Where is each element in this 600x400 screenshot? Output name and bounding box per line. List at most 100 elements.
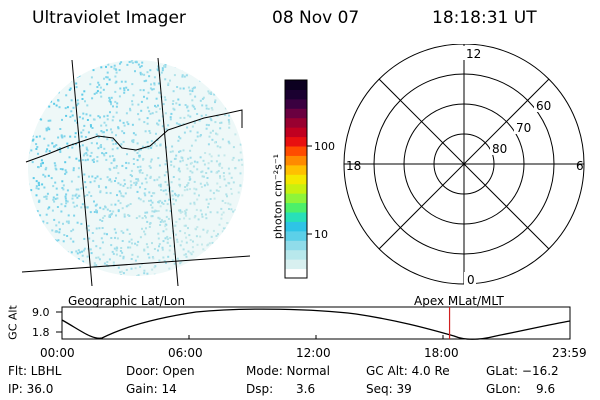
emission-pixel <box>121 240 124 242</box>
emission-pixel <box>112 210 115 213</box>
emission-pixel <box>121 207 124 210</box>
emission-pixel <box>188 217 191 220</box>
emission-pixel <box>35 135 38 138</box>
emission-pixel <box>151 144 154 147</box>
emission-pixel <box>159 144 162 147</box>
emission-pixel <box>180 65 183 68</box>
emission-pixel <box>105 152 108 154</box>
emission-pixel <box>135 217 138 219</box>
emission-pixel <box>216 238 219 241</box>
emission-pixel <box>108 215 111 218</box>
emission-pixel <box>56 206 59 208</box>
emission-pixel <box>150 195 153 197</box>
emission-pixel <box>51 66 54 69</box>
emission-pixel <box>224 277 226 279</box>
emission-pixel <box>224 234 227 237</box>
emission-pixel <box>106 118 109 121</box>
emission-pixel <box>156 178 159 181</box>
emission-pixel <box>253 75 255 77</box>
emission-pixel <box>198 68 201 71</box>
emission-pixel <box>35 194 38 197</box>
emission-pixel <box>251 188 253 190</box>
emission-pixel <box>165 171 168 174</box>
emission-pixel <box>30 117 33 120</box>
emission-pixel <box>243 179 244 182</box>
emission-pixel <box>219 86 222 89</box>
emission-pixel <box>193 180 196 183</box>
emission-pixel <box>23 182 25 184</box>
emission-pixel <box>76 252 79 255</box>
emission-pixel <box>199 135 202 138</box>
emission-pixel <box>189 162 192 165</box>
emission-pixel <box>239 118 241 121</box>
emission-pixel <box>202 64 205 67</box>
emission-pixel <box>88 229 90 232</box>
emission-pixel <box>239 213 242 216</box>
emission-pixel <box>130 267 133 270</box>
emission-pixel <box>123 279 125 281</box>
emission-pixel <box>84 159 87 162</box>
colorbar-gradient <box>285 80 307 279</box>
emission-pixel <box>116 237 119 240</box>
emission-pixel <box>149 166 152 169</box>
emission-pixel <box>146 220 149 223</box>
emission-pixel <box>89 211 92 214</box>
emission-pixel <box>99 116 101 119</box>
emission-pixel <box>239 74 242 77</box>
emission-pixel <box>56 90 59 93</box>
emission-pixel <box>60 210 63 213</box>
emission-pixel <box>57 99 60 102</box>
emission-pixel <box>243 67 244 70</box>
emission-pixel <box>24 57 26 59</box>
emission-pixel <box>153 248 156 250</box>
emission-pixel <box>137 179 140 182</box>
emission-pixel <box>242 60 244 62</box>
emission-pixel <box>216 211 219 214</box>
emission-pixel <box>238 286 240 288</box>
emission-pixel <box>209 77 212 80</box>
emission-pixel <box>63 135 66 138</box>
emission-pixel <box>118 190 121 193</box>
emission-pixel <box>47 246 50 249</box>
emission-pixel <box>112 143 115 146</box>
emission-pixel <box>35 187 38 190</box>
emission-pixel <box>230 94 233 97</box>
emission-pixel <box>151 206 154 209</box>
emission-pixel <box>249 220 251 222</box>
emission-pixel <box>192 165 195 168</box>
emission-pixel <box>147 91 150 94</box>
emission-pixel <box>248 138 250 140</box>
emission-pixel <box>127 204 130 207</box>
emission-pixel <box>213 71 216 74</box>
emission-pixel <box>179 230 182 233</box>
emission-pixel <box>66 106 69 109</box>
emission-pixel <box>19 179 21 181</box>
emission-pixel <box>183 224 186 227</box>
emission-pixel <box>226 260 229 263</box>
emission-pixel <box>194 215 197 218</box>
emission-pixel <box>205 114 208 117</box>
emission-pixel <box>67 222 70 225</box>
emission-pixel <box>157 201 160 204</box>
emission-pixel <box>220 217 223 220</box>
emission-pixel <box>220 65 223 67</box>
emission-pixel <box>241 98 244 101</box>
emission-pixel <box>155 144 158 147</box>
emission-pixel <box>35 99 38 102</box>
emission-pixel <box>241 249 244 252</box>
emission-pixel <box>25 282 27 284</box>
emission-pixel <box>77 102 80 105</box>
emission-pixel <box>30 231 33 234</box>
emission-pixel <box>217 268 220 271</box>
emission-pixel <box>77 249 80 252</box>
emission-pixel <box>36 285 38 287</box>
emission-pixel <box>110 65 113 68</box>
emission-pixel <box>253 178 255 180</box>
emission-pixel <box>233 91 236 93</box>
emission-pixel <box>184 211 187 214</box>
emission-pixel <box>241 279 243 281</box>
emission-pixel <box>115 53 117 55</box>
emission-pixel <box>194 139 197 142</box>
emission-pixel <box>92 161 95 163</box>
emission-pixel <box>235 212 238 215</box>
